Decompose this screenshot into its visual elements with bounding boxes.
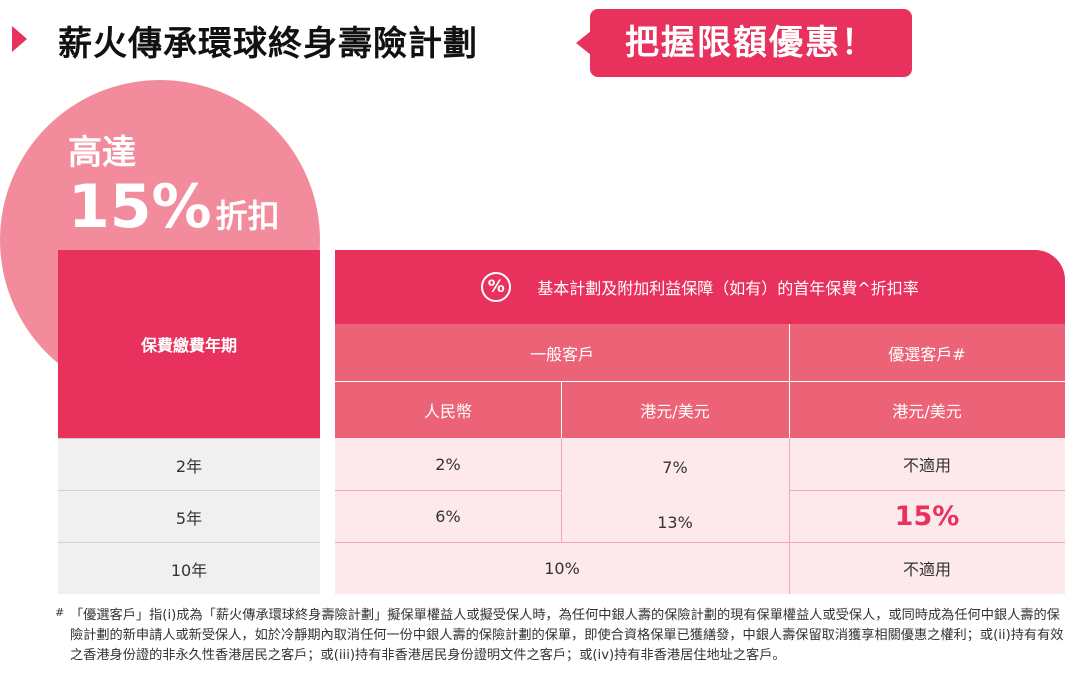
- term-10-years: 10年: [58, 542, 320, 594]
- rate-10y-general: 10%: [335, 542, 789, 594]
- term-2-years: 2年: [58, 438, 320, 490]
- rmb-column-header: 人民幣: [335, 381, 561, 438]
- grid-line: [789, 438, 790, 594]
- grid-line: [335, 542, 1065, 543]
- grid-line: [561, 381, 562, 438]
- page-title: 薪火傳承環球終身壽險計劃: [58, 24, 478, 64]
- discount-rate-header-label: 基本計劃及附加利益保障（如有）的首年保費^折扣率: [537, 279, 919, 298]
- term-5-years: 5年: [58, 490, 320, 542]
- grid-line: [335, 381, 1065, 382]
- rate-5y-rmb: 6%: [335, 490, 561, 542]
- payment-term-header: 保費繳費年期: [58, 250, 320, 438]
- title-arrow-icon: [12, 26, 27, 52]
- grid-line: [789, 490, 1065, 491]
- rate-10y-preferred: 不適用: [789, 542, 1065, 594]
- hkd-usd-column-header: 港元/美元: [561, 381, 789, 438]
- discount-upto: 高達: [68, 133, 136, 173]
- grid-line: [335, 490, 561, 491]
- rate-2y-hkd: 7%: [561, 438, 789, 496]
- discount-percent: 15%: [68, 172, 212, 242]
- preferred-customer-header: 優選客戶#: [789, 324, 1065, 381]
- rate-5y-preferred-value: 15%: [894, 500, 960, 532]
- percent-icon: %: [481, 272, 512, 302]
- general-customer-header: 一般客戶: [335, 324, 789, 381]
- promo-banner: 把握限額優惠！: [576, 9, 912, 77]
- discount-line: 15% 折扣: [68, 174, 280, 255]
- rate-5y-preferred: 15%: [789, 490, 1065, 542]
- footnote-text: 「優選客戶」指(i)成為「薪火傳承環球終身壽險計劃」擬保單權益人或擬受保人時，為…: [70, 608, 1064, 663]
- grid-line: [789, 324, 790, 438]
- rate-2y-rmb: 2%: [335, 438, 561, 490]
- discount-badge: 高達 15% 折扣: [68, 132, 280, 255]
- grid-line: [561, 438, 562, 542]
- rate-5y-hkd: 13%: [561, 496, 789, 548]
- discount-word: 折扣: [215, 197, 280, 235]
- preferred-hkd-usd-column-header: 港元/美元: [789, 381, 1065, 438]
- discount-rate-header: % 基本計劃及附加利益保障（如有）的首年保費^折扣率: [335, 250, 1065, 324]
- footnote-mark: #: [55, 606, 65, 619]
- rate-2y-preferred: 不適用: [789, 438, 1065, 490]
